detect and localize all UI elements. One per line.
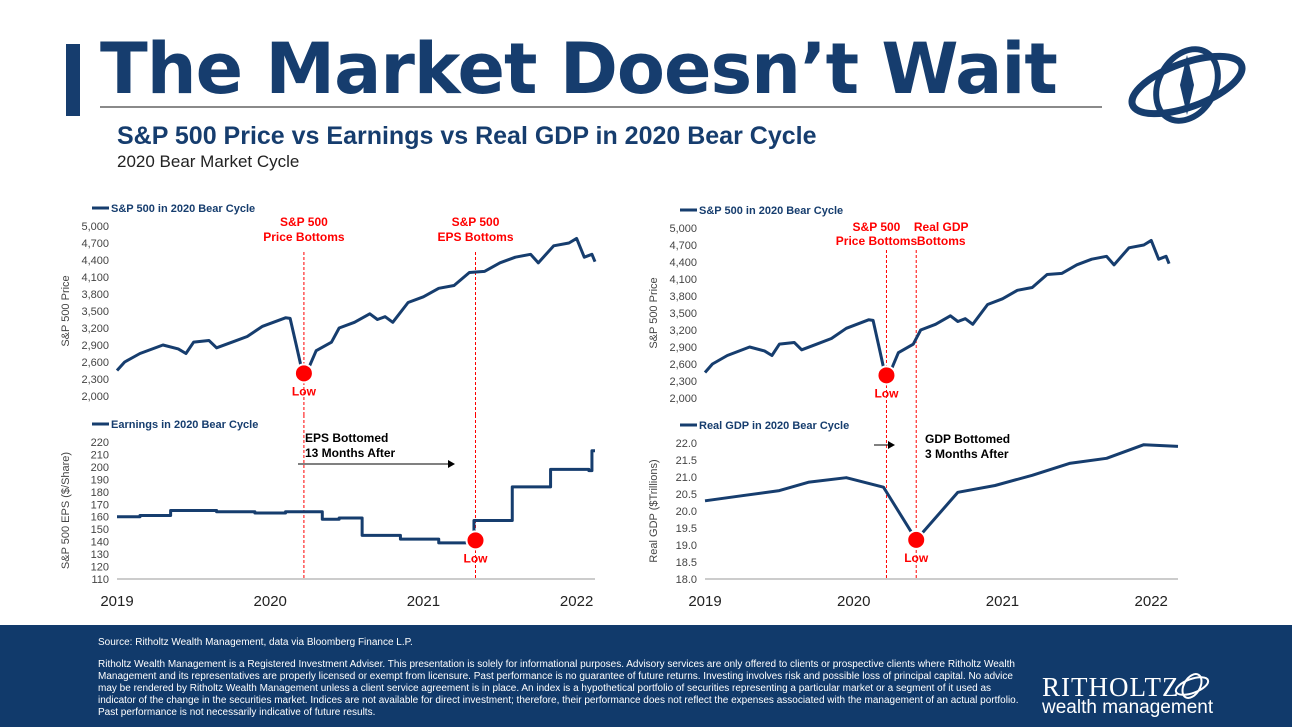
annotation-label: S&P 500 [280,215,328,229]
x-tick-label: 2020 [837,593,870,610]
annotation-label: S&P 500 [853,220,901,234]
y-tick-label: 3,200 [669,325,697,337]
y-tick-label: 200 [91,462,109,474]
annotation-label: EPS Bottoms [437,230,513,244]
y-tick-label: 20.5 [676,489,697,501]
disclaimer: Ritholtz Wealth Management is a Register… [98,659,1019,718]
arrow-head-icon [448,460,455,468]
low-label: Low [904,551,929,565]
y-tick-label: 3,200 [81,323,109,335]
annotation-text: 3 Months After [925,447,1009,461]
brand-name: RITHOLTZ [1042,672,1180,702]
y-tick-label: 18.5 [676,557,697,569]
y-tick-label: 2,900 [81,340,109,352]
x-tick-label: 2021 [407,593,440,610]
y-tick-label: 5,000 [81,221,109,233]
y-tick-label: 3,800 [81,289,109,301]
y-tick-label: 2,000 [81,391,109,403]
y-tick-label: 160 [91,512,109,524]
y-tick-label: 190 [91,474,109,486]
y-tick-label: 3,800 [669,291,697,303]
y-tick-label: 4,100 [81,272,109,284]
x-tick-label: 2020 [254,593,287,610]
charts-area: S&P 500 in 2020 Bear Cycle 2,000 2,300 2,60… [60,203,1179,610]
y-tick-label: 5,000 [669,223,697,235]
y-tick-label: 21.0 [676,472,697,484]
low-label: Low [874,386,899,400]
y-axis-label: S&P 500 EPS ($/Share) [60,452,72,569]
y-axis-label: S&P 500 Price [60,275,72,346]
low-marker [906,529,927,550]
title-divider [100,106,1102,108]
logo-emblem-icon [1128,46,1246,124]
y-tick-label: 210 [91,449,109,461]
annotation-label: Bottoms [917,234,966,248]
y-tick-label: 4,400 [669,257,697,269]
x-tick-label: 2019 [100,593,133,610]
annotation-label: S&P 500 [452,215,500,229]
y-tick-label: 2,600 [81,357,109,369]
title-accent-bar [66,44,80,116]
y-tick-label: 180 [91,487,109,499]
arrow-head-icon [888,441,895,449]
x-tick-label: 2022 [1135,593,1168,610]
legend-label: S&P 500 in 2020 Bear Cycle [699,205,843,217]
brand-emblem-icon [1174,673,1210,699]
y-tick-label: 4,100 [669,274,697,286]
price-line [703,238,1171,383]
annotation-text: EPS Bottomed [305,431,388,445]
y-tick-label: 20.0 [676,506,697,518]
brand-tagline: wealth management [1042,697,1214,718]
y-tick-label: 110 [91,574,109,586]
brand-logo: RITHOLTZ wealth management [1042,672,1213,719]
y-tick-label: 18.0 [676,574,697,586]
annotation-label: Real GDP [914,220,969,234]
y-tick-label: 22.0 [676,438,697,450]
x-tick-label: 2021 [986,593,1019,610]
y-tick-label: 2,300 [81,374,109,386]
y-tick-label: 4,700 [81,238,109,250]
y-tick-label: 2,600 [669,359,697,371]
annotation-text: 13 Months After [305,446,396,460]
y-tick-label: 19.0 [676,540,697,552]
legend-label: Real GDP in 2020 Bear Cycle [699,420,849,432]
annotation-text: GDP Bottomed [925,432,1010,446]
y-tick-label: 2,900 [669,342,697,354]
y-tick-label: 3,500 [669,308,697,320]
y-tick-label: 2,300 [669,376,697,388]
eps-line [117,449,595,545]
annotation-label: Price Bottoms [836,234,918,248]
y-tick-label: 2,000 [669,393,697,405]
page-title: The Market Doesn’t Wait [100,28,1058,110]
source-note: Source: Ritholtz Wealth Management, data… [98,637,413,648]
chart-caption: 2020 Bear Market Cycle [117,152,300,171]
y-tick-label: 4,700 [669,240,697,252]
y-tick-label: 19.5 [676,523,697,535]
low-marker [876,365,897,386]
chart-subtitle: S&P 500 Price vs Earnings vs Real GDP in… [117,122,817,150]
x-tick-label: 2022 [560,593,593,610]
price-line [115,236,597,381]
y-tick-label: 130 [91,549,109,561]
y-axis-label: Real GDP ($Trillions) [648,459,660,562]
y-axis-label: S&P 500 Price [648,277,660,348]
y-tick-label: 170 [91,499,109,511]
y-tick-label: 220 [91,437,109,449]
y-tick-label: 21.5 [676,455,697,467]
y-tick-label: 3,500 [81,306,109,318]
low-label: Low [292,384,317,398]
y-tick-label: 4,400 [81,255,109,267]
footer [0,625,1292,727]
y-tick-label: 140 [91,537,109,549]
y-tick-label: 120 [91,562,109,574]
annotation-label: Price Bottoms [263,230,345,244]
legend-label: Earnings in 2020 Bear Cycle [111,419,258,431]
low-marker [293,363,314,384]
low-marker [465,530,486,551]
y-tick-label: 150 [91,524,109,536]
gdp-line [704,443,1179,542]
legend-label: S&P 500 in 2020 Bear Cycle [111,203,255,215]
x-tick-label: 2019 [688,593,721,610]
low-label: Low [464,551,489,565]
